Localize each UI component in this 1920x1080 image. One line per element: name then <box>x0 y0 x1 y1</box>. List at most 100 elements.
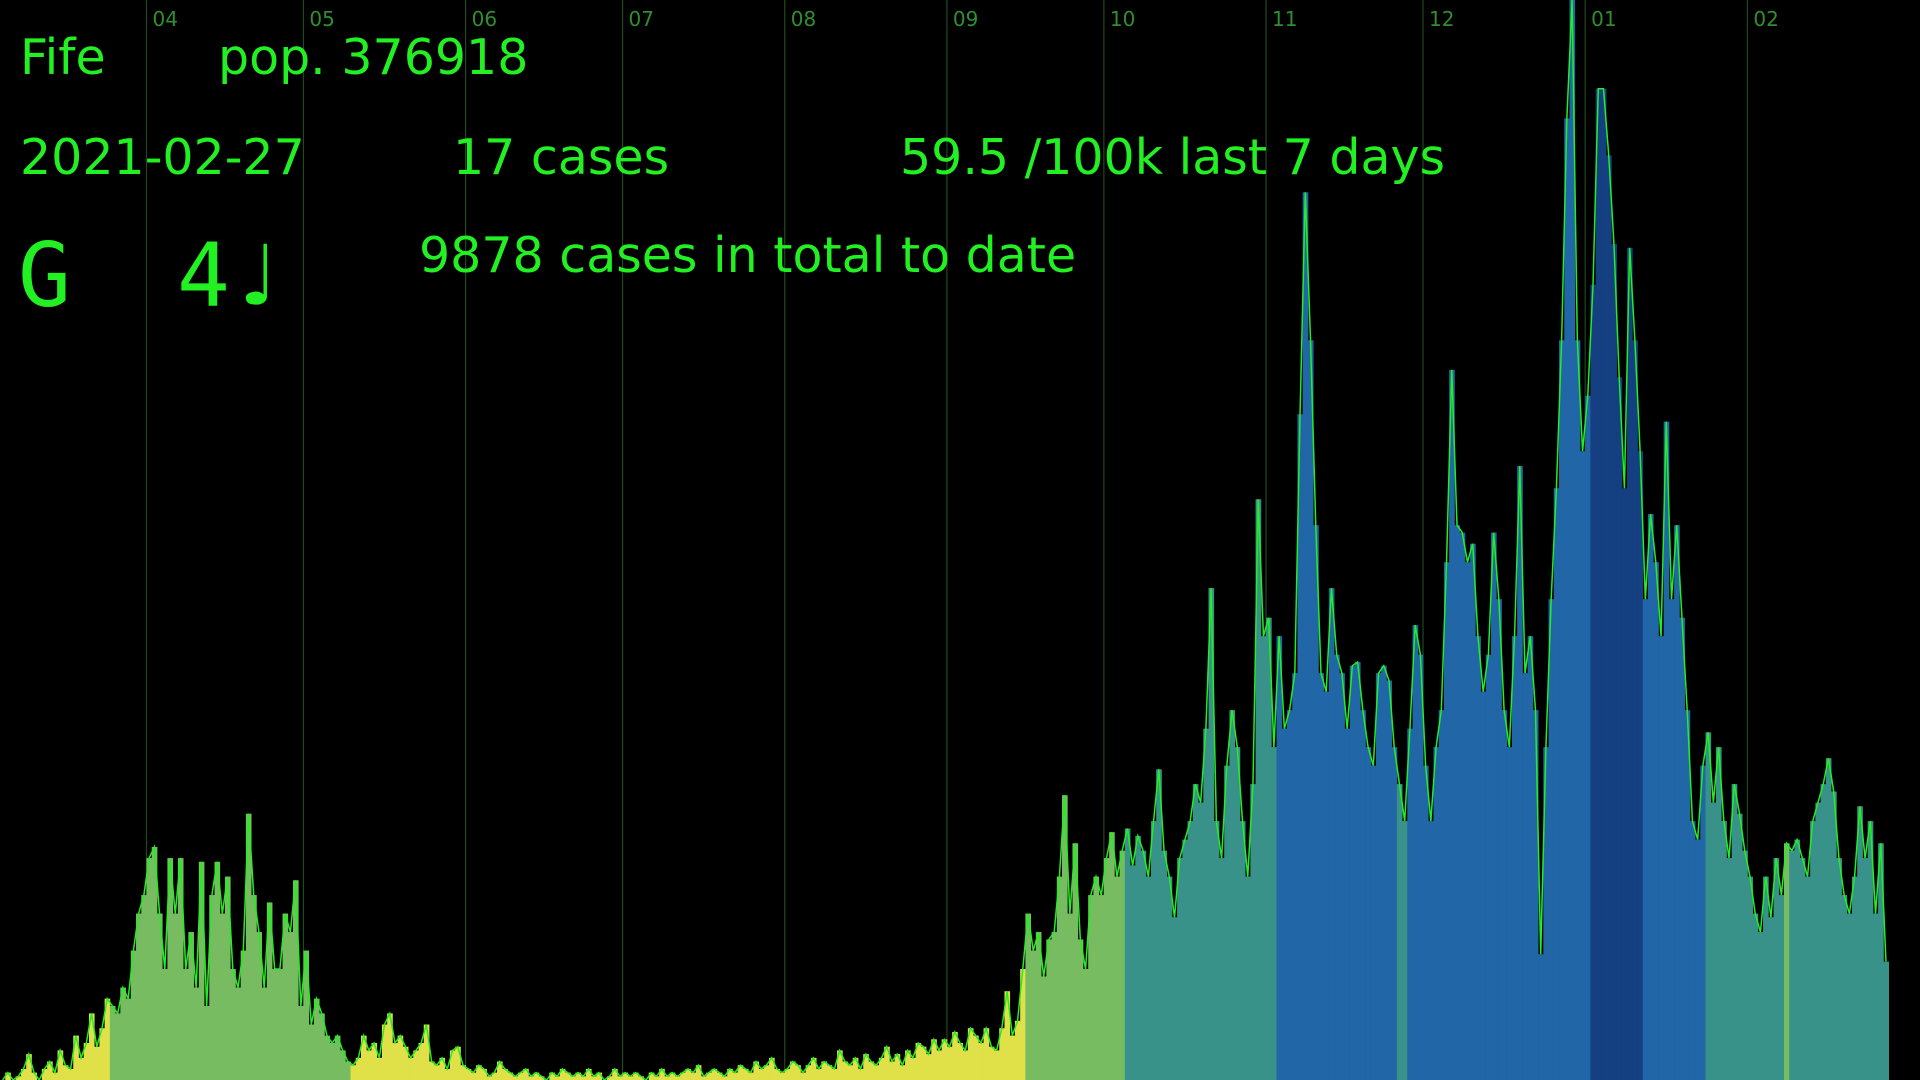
bar <box>1647 514 1654 1080</box>
bar <box>936 1050 943 1080</box>
bar <box>1109 832 1115 1080</box>
bar <box>821 1061 827 1080</box>
bar <box>878 1057 885 1080</box>
bar <box>460 1065 467 1080</box>
bar <box>1820 784 1827 1080</box>
date: 2021-02-27 <box>20 129 305 186</box>
bar <box>1234 747 1241 1080</box>
bar <box>465 1068 472 1080</box>
bar <box>224 876 231 1080</box>
bar <box>653 1076 660 1080</box>
bar <box>1595 88 1602 1080</box>
bar <box>1517 466 1523 1080</box>
bar <box>1020 969 1026 1080</box>
bar <box>789 1061 796 1080</box>
bar <box>1600 88 1607 1080</box>
bar <box>251 895 257 1080</box>
bar <box>742 1068 749 1080</box>
bar <box>1496 599 1502 1080</box>
bar <box>1799 858 1806 1080</box>
bar <box>910 1057 916 1080</box>
bar <box>1511 636 1518 1080</box>
bar <box>753 1061 759 1080</box>
bar <box>366 1050 372 1080</box>
bar <box>1459 532 1466 1080</box>
bar <box>167 858 174 1080</box>
bar <box>784 1068 791 1080</box>
bar <box>946 1046 953 1080</box>
bar <box>1302 192 1309 1080</box>
bar <box>151 846 158 1080</box>
bar <box>1124 828 1131 1080</box>
bar <box>261 987 268 1080</box>
bar <box>575 1072 582 1080</box>
bar <box>1192 784 1199 1080</box>
bar <box>1182 839 1188 1080</box>
bar <box>1454 525 1461 1080</box>
bar <box>1166 876 1173 1080</box>
bar <box>1198 802 1204 1080</box>
bar <box>423 1024 430 1080</box>
bar <box>1721 821 1727 1080</box>
bar <box>1464 562 1471 1080</box>
bar <box>266 902 273 1080</box>
bar <box>1051 932 1058 1080</box>
bar <box>350 1065 357 1080</box>
bar <box>1443 562 1450 1080</box>
bar <box>146 858 153 1080</box>
bar <box>1145 876 1152 1080</box>
bar <box>727 1068 733 1080</box>
bar <box>1386 680 1393 1080</box>
bar <box>1004 991 1011 1080</box>
bar <box>1851 876 1858 1080</box>
x-tick-label: 04 <box>152 7 177 31</box>
bar <box>162 969 168 1080</box>
bar <box>136 913 142 1080</box>
bar <box>868 1061 875 1080</box>
bar <box>1695 839 1701 1080</box>
bar <box>580 1076 587 1080</box>
bar <box>1883 961 1890 1080</box>
bar <box>1056 876 1063 1080</box>
bar <box>1862 858 1869 1080</box>
bar <box>674 1076 681 1080</box>
bar <box>193 987 200 1080</box>
bar <box>1208 588 1215 1080</box>
bar <box>994 1050 1000 1080</box>
bar <box>1334 654 1340 1080</box>
bar <box>292 880 299 1080</box>
bar <box>1470 543 1476 1080</box>
x-tick-label: 10 <box>1110 7 1135 31</box>
bar <box>1213 821 1220 1080</box>
bar <box>1632 340 1638 1080</box>
bar <box>1522 673 1529 1080</box>
bar <box>737 1065 744 1080</box>
x-tick-label: 05 <box>309 7 334 31</box>
bar <box>1616 377 1623 1080</box>
bar <box>1140 850 1147 1080</box>
bar <box>1171 917 1178 1080</box>
bar <box>1030 950 1037 1080</box>
bar <box>1825 758 1832 1080</box>
bar <box>622 1072 629 1080</box>
bar <box>805 1065 812 1080</box>
bar <box>512 1076 519 1080</box>
bar <box>130 950 137 1080</box>
bar <box>1627 247 1633 1080</box>
bar <box>591 1076 597 1080</box>
bar <box>1354 662 1361 1080</box>
bar <box>967 1028 974 1080</box>
bar <box>1077 939 1084 1080</box>
bar <box>1485 654 1492 1080</box>
bar <box>177 858 184 1080</box>
bar <box>1668 599 1675 1080</box>
bar <box>1773 858 1780 1080</box>
bar <box>517 1072 524 1080</box>
bar <box>1187 821 1194 1080</box>
bar <box>104 998 111 1080</box>
bar <box>1794 839 1801 1080</box>
bar <box>1417 654 1424 1080</box>
bar <box>941 1039 948 1080</box>
bar <box>1402 821 1408 1080</box>
bar <box>303 950 310 1080</box>
